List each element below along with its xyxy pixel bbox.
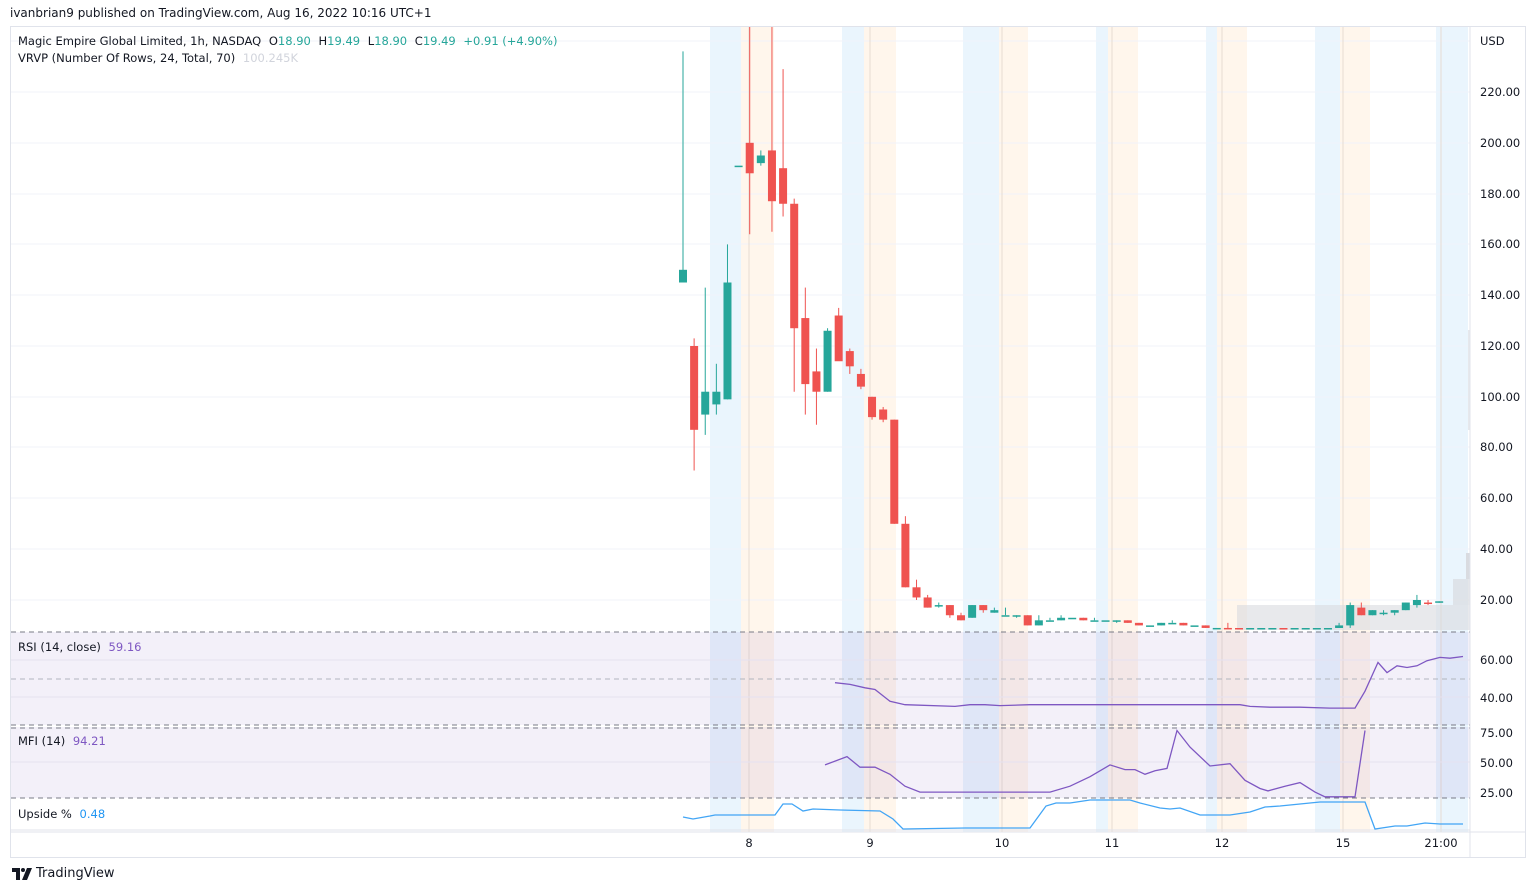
tradingview-logo-icon	[12, 867, 32, 880]
upside-legend[interactable]: Upside % 0.48	[18, 807, 105, 821]
upside-title: Upside %	[18, 807, 72, 821]
mfi-legend[interactable]: MFI (14) 94.21	[18, 734, 106, 748]
rsi-legend[interactable]: RSI (14, close) 59.16	[18, 640, 141, 654]
change-value: +0.91 (+4.90%)	[463, 34, 558, 48]
price-tick: 40.00	[1480, 542, 1513, 556]
time-tick: 11	[1104, 836, 1120, 850]
price-tick: 200.00	[1480, 136, 1521, 150]
price-tick: 60.00	[1480, 491, 1513, 505]
close-label: C	[414, 34, 423, 48]
day-separators	[748, 27, 1442, 832]
session-shading	[710, 27, 1468, 832]
price-tick: 20.00	[1480, 593, 1513, 607]
price-tick: 100.00	[1480, 390, 1521, 404]
time-tick: 21:00	[1424, 836, 1458, 850]
rsi-tick: 60.00	[1480, 653, 1513, 667]
price-tick: 220.00	[1480, 85, 1521, 99]
time-tick: 8	[745, 836, 753, 850]
price-tick: 160.00	[1480, 237, 1521, 251]
chart-frame	[10, 26, 1526, 858]
brand-name: TradingView	[36, 866, 115, 881]
price-tick: 120.00	[1480, 339, 1521, 353]
close-value: 19.49	[422, 34, 456, 48]
mfi-value: 94.21	[72, 734, 106, 748]
mfi-title: MFI (14)	[18, 734, 66, 748]
open-value: 18.90	[277, 34, 311, 48]
vrvp-title: VRVP (Number Of Rows, 24, Total, 70)	[18, 51, 236, 65]
vrvp-value: 100.245K	[242, 51, 298, 65]
mfi-pane	[11, 727, 1470, 799]
upside-pane	[11, 799, 1470, 831]
tradingview-brand[interactable]: TradingView	[12, 866, 115, 881]
vrvp-legend[interactable]: VRVP (Number Of Rows, 24, Total, 70) 100…	[18, 51, 298, 65]
time-tick: 10	[994, 836, 1010, 850]
high-value: 19.49	[327, 34, 361, 48]
price-tick: 140.00	[1480, 288, 1521, 302]
mfi-tick: 50.00	[1480, 756, 1513, 770]
rsi-pane	[11, 631, 1470, 726]
high-label: H	[318, 34, 328, 48]
mfi-tick: 75.00	[1480, 726, 1513, 740]
rsi-title: RSI (14, close)	[18, 640, 101, 654]
currency-label: USD	[1480, 34, 1505, 48]
low-value: 18.90	[374, 34, 408, 48]
rsi-tick: 40.00	[1480, 691, 1513, 705]
mfi-tick: 25.00	[1480, 786, 1513, 800]
time-tick: 15	[1335, 836, 1351, 850]
rsi-value: 59.16	[108, 640, 142, 654]
upside-value: 0.48	[79, 807, 106, 821]
low-label: L	[367, 34, 375, 48]
price-tick: 180.00	[1480, 187, 1521, 201]
symbol-legend[interactable]: Magic Empire Global Limited, 1h, NASDAQ …	[18, 34, 557, 48]
open-label: O	[268, 34, 278, 48]
time-tick: 9	[866, 836, 874, 850]
gridlines	[11, 40, 1470, 601]
candlestick-series	[679, 27, 1444, 630]
price-tick: 80.00	[1480, 440, 1513, 454]
time-tick: 12	[1214, 836, 1230, 850]
published-caption: ivanbrian9 published on TradingView.com,…	[10, 6, 432, 20]
symbol-title: Magic Empire Global Limited, 1h, NASDAQ	[18, 34, 262, 48]
